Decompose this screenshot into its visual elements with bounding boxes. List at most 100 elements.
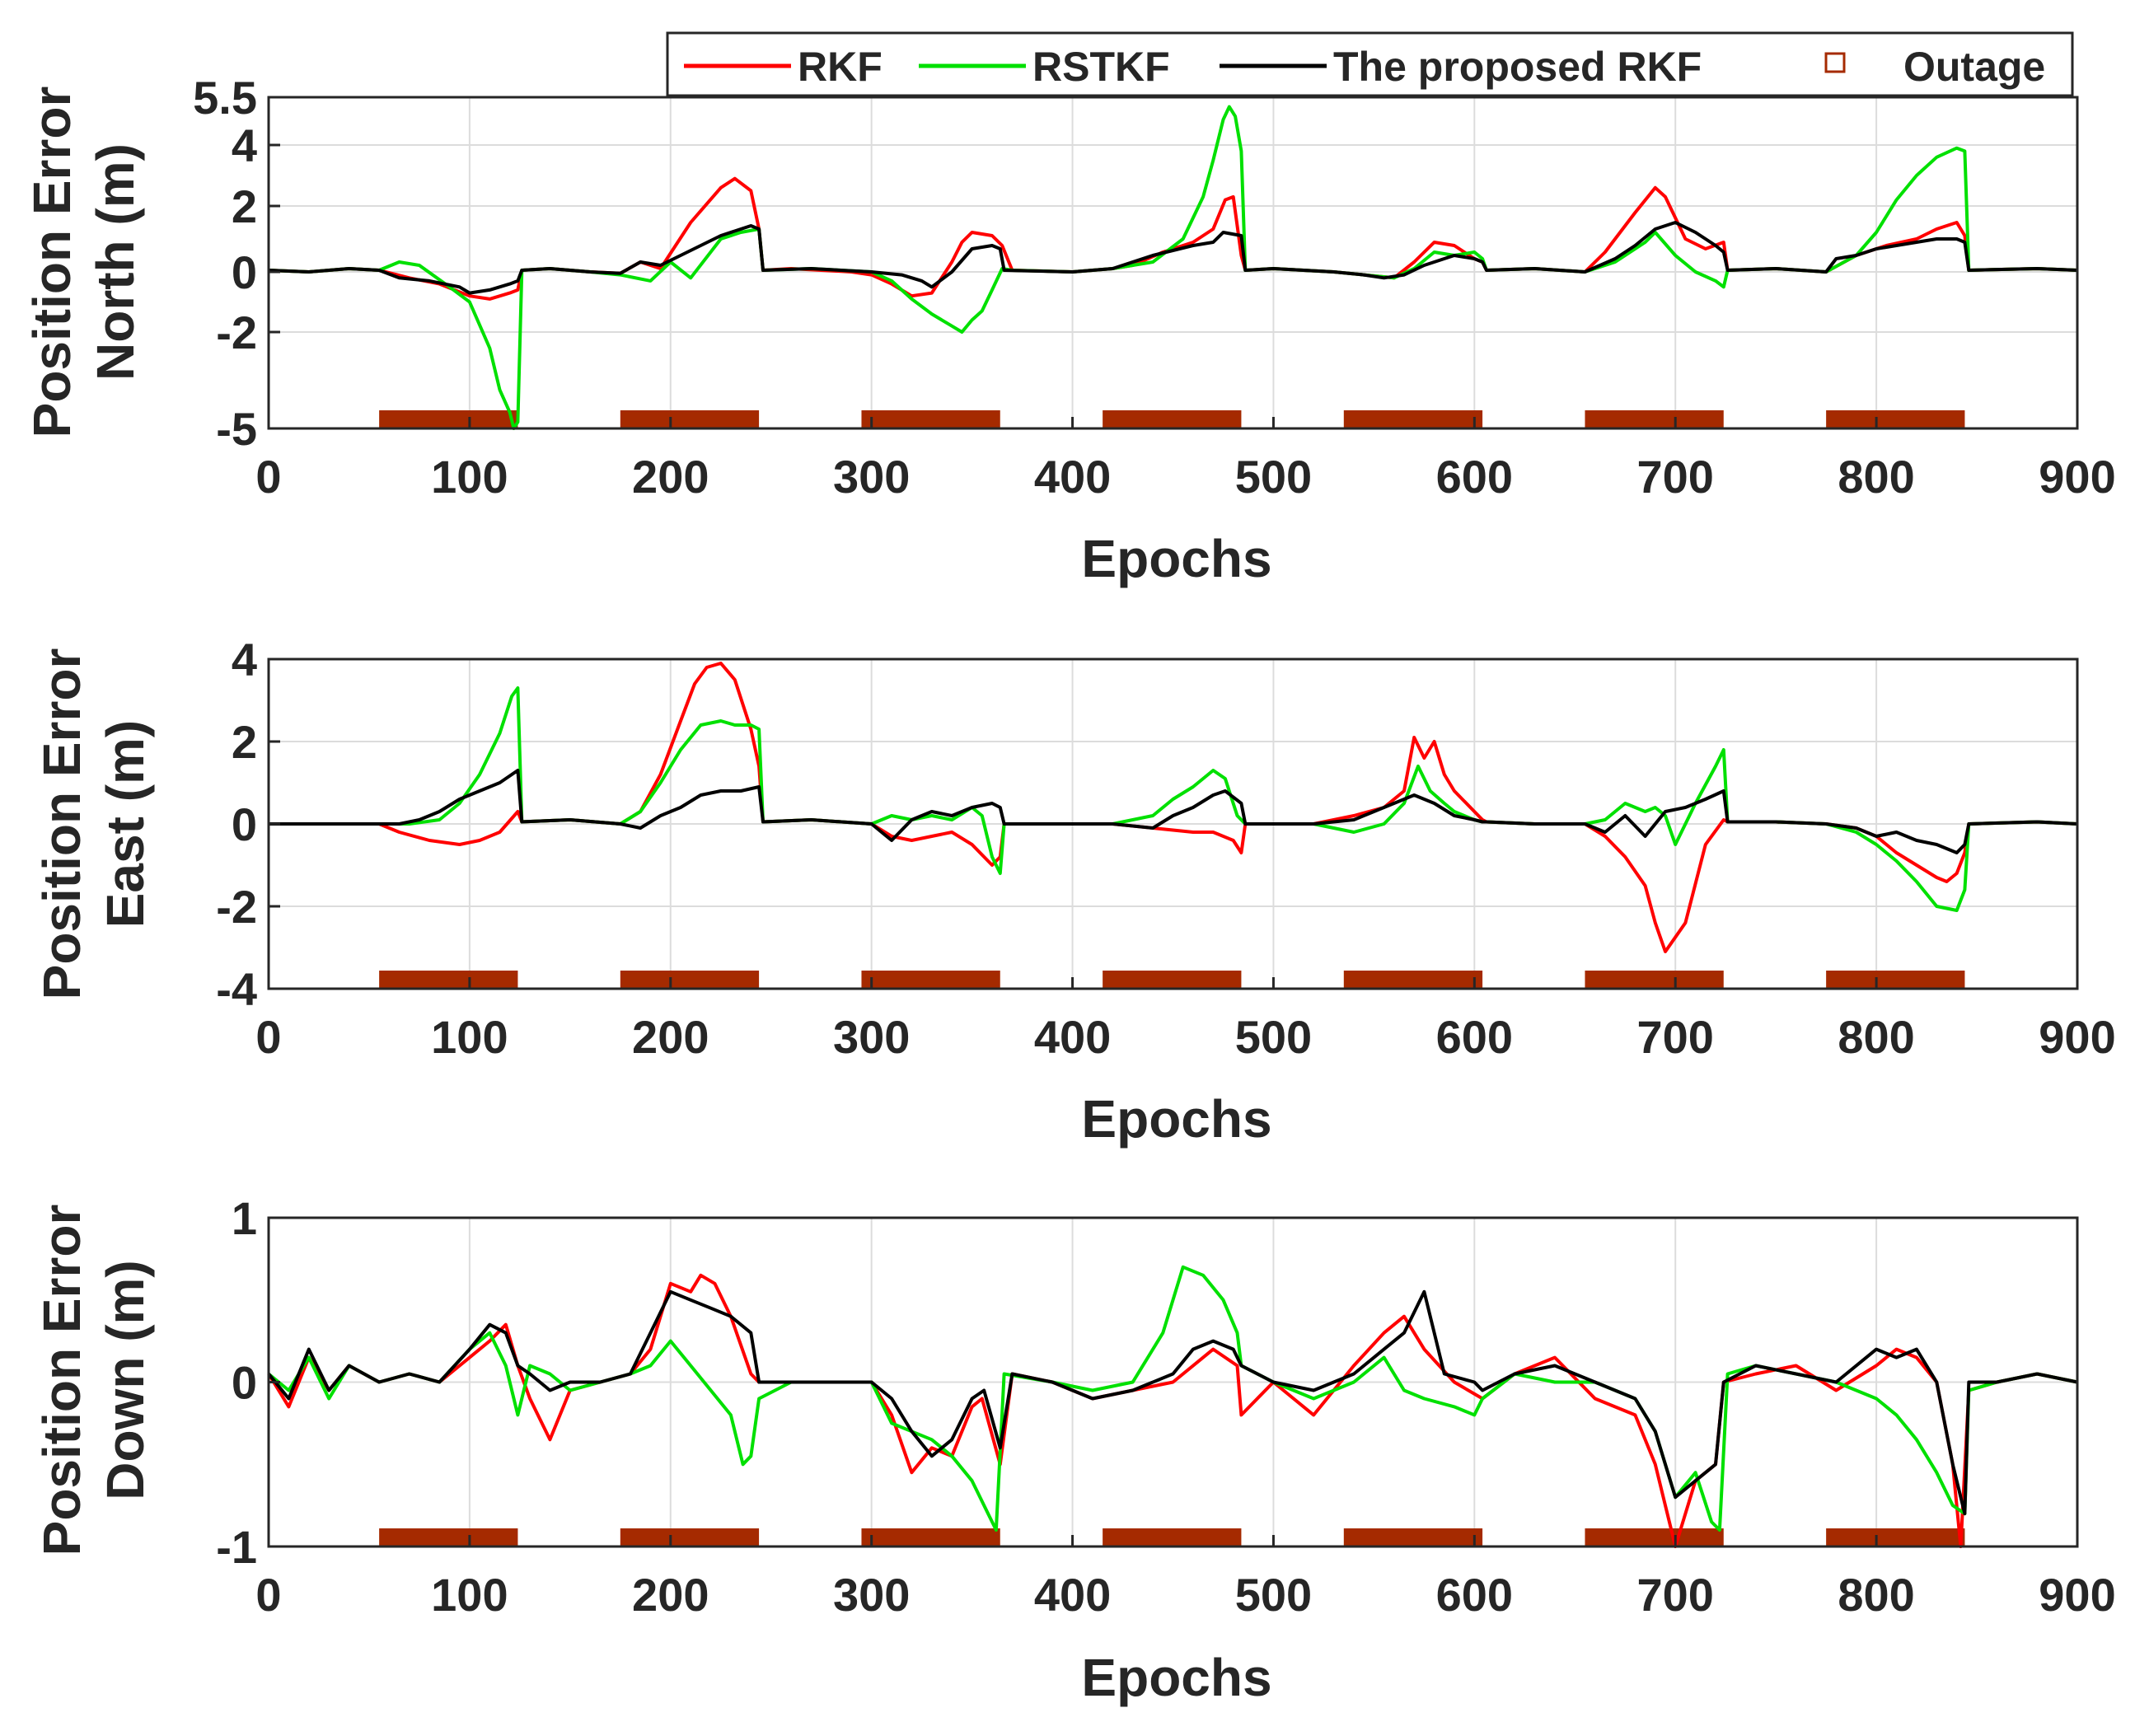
north-outage-bar-5 [1585,410,1724,428]
east-x-tick-label-1: 100 [431,1011,508,1063]
north-y-ticks: -5 -2 0 2 45.5 [193,72,280,455]
east-outage-bar-0 [379,971,518,989]
down-x-axis-label: Epochs [1081,1648,1271,1707]
down-y-axis-label-line2: Down (m) [96,1260,155,1500]
legend: RKF RSTKF The proposed RKF Outage [666,31,2074,97]
north-x-tick-label-7: 700 [1637,451,1714,503]
down-series-the-proposed-rkf [267,1289,2078,1516]
down-y-tick-label-2: 1 [232,1192,257,1244]
north-x-tick-label-9: 900 [2039,451,2115,503]
east-x-tick-label-4: 400 [1034,1011,1111,1063]
down-outage-bar-4 [1343,1528,1483,1546]
east-series-the-proposed-rkf [269,769,2078,854]
north-outage-bar-6 [1826,410,1965,428]
down-series [267,1265,2078,1548]
down-y-axis-label-line1: Position Error [32,1205,91,1556]
east-outage-bar-6 [1826,971,1965,989]
east-x-tick-label-6: 600 [1436,1011,1513,1063]
down-outage-bar-2 [861,1528,1000,1546]
north-outage-bar-0 [379,410,518,428]
north-axes-frame [267,96,2079,430]
east-outage-bar-3 [1103,971,1242,989]
legend-label-proposed-rkf: The proposed RKF [1333,44,1702,90]
down-x-tick-label-2: 200 [632,1569,709,1621]
east-x-tick-label-2: 200 [632,1011,709,1063]
down-x-tick-label-5: 500 [1235,1569,1312,1621]
down-outage-bar-3 [1103,1528,1242,1546]
north-panel: 0 100 200 300 400 500 600 700 800 900 -5-20245.5 … [22,72,2116,588]
east-y-axis-label-line1: Position Error [32,648,91,1000]
north-x-tick-label-4: 400 [1034,451,1111,503]
east-y-ticks: -4 -2 0 2 4 [216,634,280,1015]
north-y-tick-label-0: -5 [216,403,257,455]
north-x-tick-label-2: 200 [632,451,709,503]
down-x-tick-label-8: 800 [1838,1569,1914,1621]
down-outage-bar-5 [1585,1528,1724,1546]
down-series-rstkf [267,1265,2078,1532]
down-x-tick-label-6: 600 [1436,1569,1513,1621]
east-outage-bars [379,971,1965,989]
east-x-ticks: 0 100 200 300 400 500 600 700 800 900 [255,977,2116,1063]
north-x-ticks: 0 100 200 300 400 500 600 700 800 900 [255,417,2116,503]
down-outage-bar-6 [1826,1528,1965,1546]
east-outage-bar-5 [1585,971,1724,989]
down-outage-bar-1 [620,1528,760,1546]
east-x-tick-label-0: 0 [255,1011,281,1063]
north-x-tick-label-3: 300 [833,451,910,503]
legend-label-rstkf: RSTKF [1032,44,1170,90]
east-y-tick-label-1: -2 [216,881,257,933]
east-x-tick-label-5: 500 [1235,1011,1312,1063]
east-y-tick-label-3: 2 [232,716,257,768]
north-outage-bars [379,410,1965,428]
north-outage-bar-3 [1103,410,1242,428]
down-x-tick-label-3: 300 [833,1569,910,1621]
east-outage-bar-2 [861,971,1000,989]
east-y-axis-label-line2: East (m) [96,720,155,929]
north-outage-bar-2 [861,410,1000,428]
north-series [268,105,2078,430]
north-x-axis-label: Epochs [1081,529,1271,588]
down-outage-bar-0 [379,1528,518,1546]
north-y-tick-label-1: -2 [216,306,257,358]
east-y-tick-label-0: -4 [216,963,257,1015]
legend-label-outage: Outage [1903,44,2045,90]
north-y-axis-label-line2: North (m) [86,143,145,381]
down-panel: 0 100 200 300 400 500 600 700 800 900 -101 Epochs… [32,1192,2116,1707]
legend-label-rkf: RKF [798,44,883,90]
east-x-tick-label-7: 700 [1637,1011,1714,1063]
east-x-tick-label-8: 800 [1838,1011,1914,1063]
east-y-tick-label-4: 4 [232,634,257,686]
east-x-tick-label-9: 900 [2039,1011,2115,1063]
east-panel: 0 100 200 300 400 500 600 700 800 900 -4 -2 0 2 4 Epo… [32,634,2116,1149]
down-x-tick-label-1: 100 [431,1569,508,1621]
north-x-tick-label-0: 0 [255,451,281,503]
north-y-tick-label-5: 5.5 [193,72,257,124]
down-y-ticks: -1 0 1 [216,1192,280,1573]
down-x-tick-label-9: 900 [2039,1569,2115,1621]
north-series-the-proposed-rkf [268,221,2078,295]
down-y-tick-label-1: 0 [232,1357,257,1409]
down-x-ticks: 0 100 200 300 400 500 600 700 800 900 [255,1535,2116,1621]
down-x-tick-label-4: 400 [1034,1569,1111,1621]
north-outage-bar-1 [620,410,760,428]
north-y-tick-label-2: 0 [232,246,257,298]
down-y-tick-label-0: -1 [216,1521,257,1573]
legend-swatch-outage [1824,52,1846,73]
east-series [269,662,2078,953]
east-outage-bar-4 [1343,971,1483,989]
north-y-tick-label-4: 4 [232,119,257,171]
down-outage-bars [379,1528,1965,1546]
east-y-tick-label-2: 0 [232,798,257,850]
north-x-tick-label-5: 500 [1235,451,1312,503]
north-outage-bar-4 [1343,410,1483,428]
north-y-axis-label-line1: Position Error [22,87,82,438]
east-outage-bar-1 [620,971,760,989]
north-x-tick-label-6: 600 [1436,451,1513,503]
down-x-tick-label-0: 0 [255,1569,281,1621]
north-y-tick-label-3: 2 [232,180,257,232]
north-x-tick-label-1: 100 [431,451,508,503]
north-x-tick-label-8: 800 [1838,451,1914,503]
down-x-tick-label-7: 700 [1637,1569,1714,1621]
